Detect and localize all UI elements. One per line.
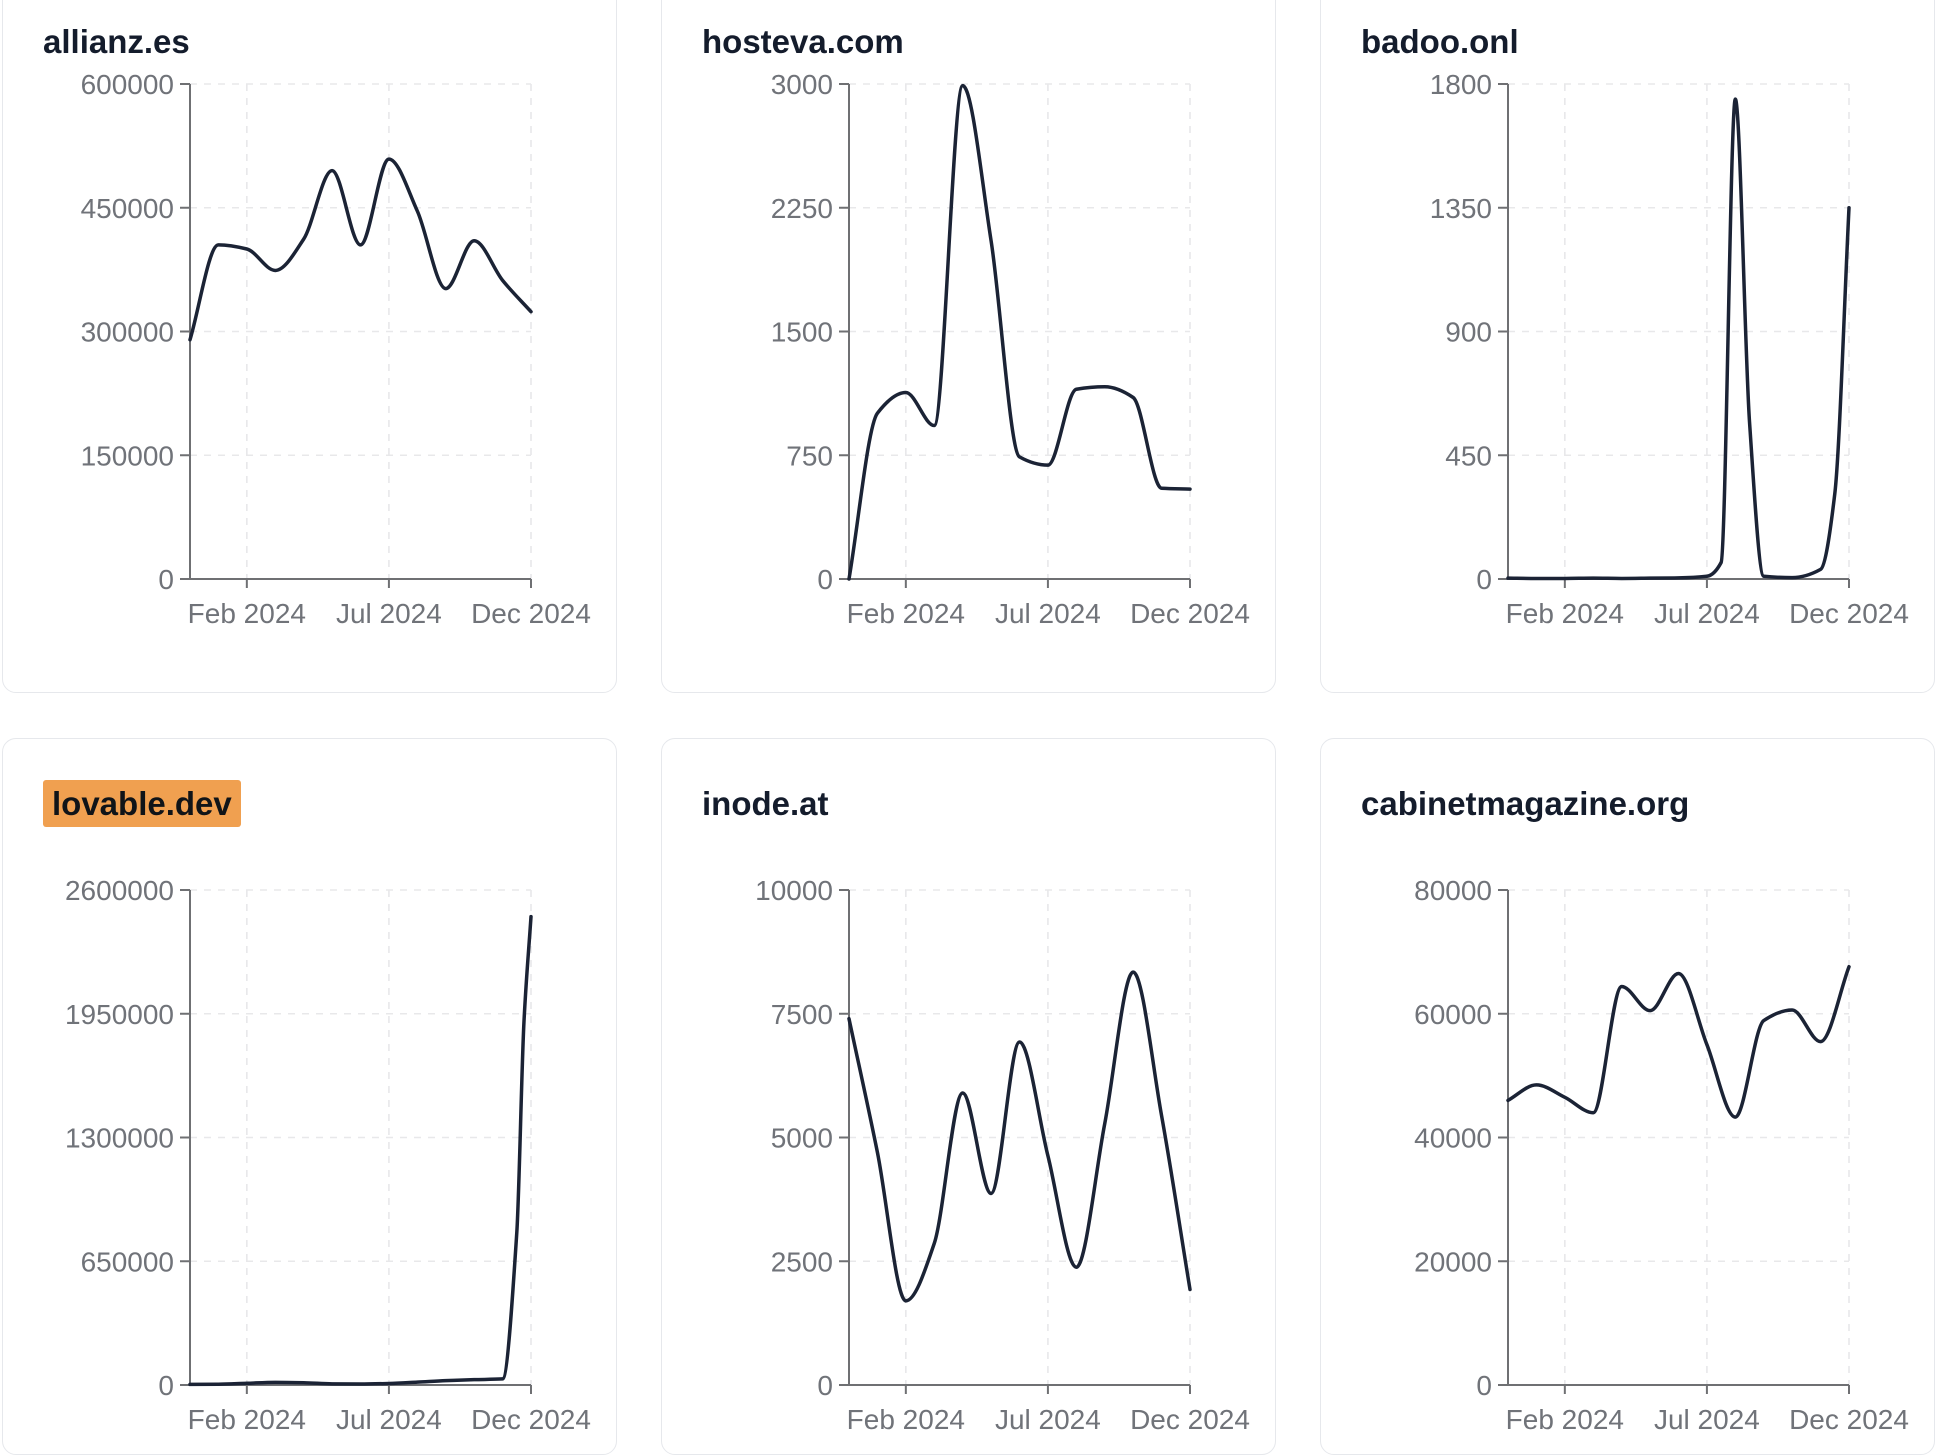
domain-title: cabinetmagazine.org <box>1361 785 1690 822</box>
y-tick-label: 2250 <box>771 193 833 224</box>
x-tick-label: Dec 2024 <box>1130 1404 1250 1435</box>
traffic-line-chart: 0 650000 1300000 1950000 2600000 Feb 2024 Jul … <box>65 875 591 1435</box>
traffic-line-chart: 0 20000 40000 60000 80000 Feb 2024 Jul 2024 Dec… <box>1414 875 1909 1435</box>
y-tick-label: 300000 <box>81 317 174 348</box>
domain-title: badoo.onl <box>1361 23 1519 60</box>
domain-card-cabinetmagazine-org[interactable]: cabinetmagazine.org 0 20000 40000 60000 8000… <box>1320 738 1935 1455</box>
y-tick-label: 0 <box>158 1370 174 1401</box>
y-tick-label: 80000 <box>1414 875 1492 906</box>
x-tick-label: Feb 2024 <box>188 598 306 629</box>
x-tick-label: Dec 2024 <box>471 598 591 629</box>
card-title: lovable.dev <box>43 780 616 827</box>
y-tick-label: 150000 <box>81 440 174 471</box>
traffic-line-chart: 0 150000 300000 450000 600000 Feb 2024 Jul 202… <box>81 69 591 629</box>
traffic-line <box>188 914 533 1387</box>
traffic-line <box>188 157 533 342</box>
y-tick-label: 2500 <box>771 1246 833 1277</box>
domain-card-badoo-onl[interactable]: badoo.onl 0 450 900 1350 1800 Feb 2024 Jul 202… <box>1320 0 1935 693</box>
y-tick-label: 0 <box>1476 1370 1492 1401</box>
traffic-line-chart: 0 450 900 1350 1800 Feb 2024 Jul 2024 Dec 2024 <box>1430 69 1909 629</box>
x-tick-label: Jul 2024 <box>336 598 442 629</box>
x-tick-label: Feb 2024 <box>1506 598 1624 629</box>
y-tick-label: 0 <box>1476 564 1492 595</box>
x-tick-label: Jul 2024 <box>336 1404 442 1435</box>
domain-card-inode-at[interactable]: inode.at 0 2500 5000 7500 10000 Feb 2024 Jul 2… <box>661 738 1276 1455</box>
traffic-line <box>847 83 1192 581</box>
card-title: cabinetmagazine.org <box>1361 783 1934 825</box>
x-tick-label: Jul 2024 <box>1654 598 1760 629</box>
y-tick-label: 5000 <box>771 1123 833 1154</box>
y-tick-label: 1500 <box>771 317 833 348</box>
domain-card-lovable-dev[interactable]: lovable.dev 0 650000 1300000 1950000 2600000… <box>2 738 617 1455</box>
x-tick-label: Dec 2024 <box>471 1404 591 1435</box>
x-tick-label: Jul 2024 <box>995 598 1101 629</box>
y-tick-label: 900 <box>1445 317 1492 348</box>
card-title: badoo.onl <box>1361 21 1934 63</box>
y-tick-label: 1350 <box>1430 193 1492 224</box>
y-tick-label: 0 <box>817 564 833 595</box>
traffic-line-chart: 0 750 1500 2250 3000 Feb 2024 Jul 2024 Dec 2024 <box>771 69 1250 629</box>
card-title: inode.at <box>702 783 1275 825</box>
x-tick-label: Feb 2024 <box>1506 1404 1624 1435</box>
x-tick-label: Jul 2024 <box>1654 1404 1760 1435</box>
y-tick-label: 1800 <box>1430 69 1492 100</box>
domain-card-allianz-es[interactable]: allianz.es 0 150000 300000 450000 600000 Feb … <box>2 0 617 693</box>
y-tick-label: 3000 <box>771 69 833 100</box>
y-tick-label: 650000 <box>81 1246 174 1277</box>
x-tick-label: Jul 2024 <box>995 1404 1101 1435</box>
traffic-line <box>1506 964 1851 1119</box>
card-title: allianz.es <box>43 21 616 63</box>
y-tick-label: 7500 <box>771 999 833 1030</box>
traffic-line <box>1506 97 1851 581</box>
card-title: hosteva.com <box>702 21 1275 63</box>
y-tick-label: 40000 <box>1414 1123 1492 1154</box>
y-tick-label: 450000 <box>81 193 174 224</box>
traffic-line <box>847 970 1192 1303</box>
domain-card-hosteva-com[interactable]: hosteva.com 0 750 1500 2250 3000 Feb 2024 Jul … <box>661 0 1276 693</box>
y-tick-label: 20000 <box>1414 1246 1492 1277</box>
x-tick-label: Dec 2024 <box>1789 1404 1909 1435</box>
domain-title: inode.at <box>702 785 829 822</box>
y-tick-label: 0 <box>817 1370 833 1401</box>
y-tick-label: 600000 <box>81 69 174 100</box>
y-tick-label: 1950000 <box>65 999 174 1030</box>
y-tick-label: 0 <box>158 564 174 595</box>
x-tick-label: Feb 2024 <box>847 1404 965 1435</box>
domain-title-highlight: lovable.dev <box>43 780 241 827</box>
y-tick-label: 10000 <box>755 875 833 906</box>
x-tick-label: Feb 2024 <box>847 598 965 629</box>
y-tick-label: 1300000 <box>65 1123 174 1154</box>
x-tick-label: Dec 2024 <box>1789 598 1909 629</box>
x-tick-label: Dec 2024 <box>1130 598 1250 629</box>
traffic-line-chart: 0 2500 5000 7500 10000 Feb 2024 Jul 2024 Dec 20… <box>755 875 1250 1435</box>
domain-title: hosteva.com <box>702 23 904 60</box>
domain-title: allianz.es <box>43 23 190 60</box>
x-tick-label: Feb 2024 <box>188 1404 306 1435</box>
y-tick-label: 2600000 <box>65 875 174 906</box>
y-tick-label: 750 <box>786 440 833 471</box>
y-tick-label: 450 <box>1445 440 1492 471</box>
y-tick-label: 60000 <box>1414 999 1492 1030</box>
